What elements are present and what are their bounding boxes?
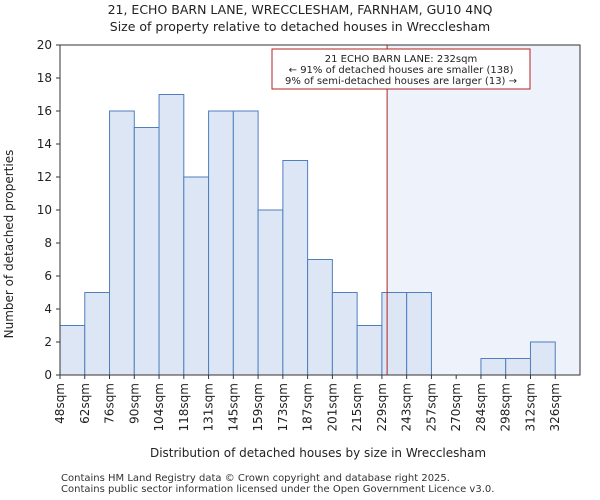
x-tick-label: 312sqm bbox=[523, 383, 537, 431]
x-tick-label: 229sqm bbox=[375, 383, 389, 431]
x-tick-label: 326sqm bbox=[548, 383, 562, 431]
histogram-bar bbox=[84, 292, 111, 376]
x-tick-label: 118sqm bbox=[177, 383, 191, 431]
x-tick-label: 159sqm bbox=[251, 383, 265, 431]
annotation-box: 21 ECHO BARN LANE: 232sqm ← 91% of detac… bbox=[271, 48, 531, 90]
y-tick-label: 14 bbox=[37, 137, 52, 151]
x-tick-label: 131sqm bbox=[202, 383, 216, 431]
histogram-bar bbox=[282, 160, 309, 376]
y-ticks-group: 0 2 4 6 8 10 12 14 16 18 20 bbox=[37, 38, 60, 382]
x-tick-label: 145sqm bbox=[226, 383, 240, 431]
x-tick-label: 187sqm bbox=[301, 383, 315, 431]
y-tick-label: 4 bbox=[44, 302, 52, 316]
x-axis-label: Distribution of detached houses by size … bbox=[150, 446, 486, 460]
annotation-frame bbox=[271, 48, 531, 90]
y-tick-label: 6 bbox=[44, 269, 52, 283]
footer-copyright: Contains HM Land Registry data © Crown c… bbox=[61, 473, 450, 484]
x-tick-label: 90sqm bbox=[127, 383, 141, 424]
y-tick-label: 2 bbox=[44, 335, 52, 349]
histogram-bar bbox=[158, 94, 185, 376]
annotation-line-3: 9% of semi-detached houses are larger (1… bbox=[285, 76, 517, 87]
histogram-bar bbox=[59, 325, 86, 376]
histogram-bar bbox=[109, 110, 135, 376]
chart-title: 21, ECHO BARN LANE, WRECCLESHAM, FARNHAM… bbox=[107, 2, 493, 17]
x-ticks-group: 48sqm 62sqm 76sqm 90sqm 104sqm 118sqm 131sqm 14… bbox=[53, 375, 562, 431]
x-tick-label: 104sqm bbox=[152, 383, 166, 431]
histogram-bar bbox=[183, 176, 210, 376]
histogram-bar bbox=[381, 292, 408, 376]
y-tick-label: 20 bbox=[37, 38, 52, 52]
histogram-bar bbox=[257, 209, 284, 376]
y-tick-label: 0 bbox=[44, 368, 52, 382]
x-tick-label: 173sqm bbox=[276, 383, 290, 431]
histogram-bar bbox=[480, 358, 507, 376]
x-tick-label: 215sqm bbox=[350, 383, 364, 431]
y-tick-label: 12 bbox=[37, 170, 52, 184]
histogram-bar bbox=[208, 110, 234, 376]
x-tick-label: 257sqm bbox=[424, 383, 438, 431]
y-tick-label: 16 bbox=[37, 104, 52, 118]
y-tick-label: 10 bbox=[37, 203, 52, 217]
histogram-bar bbox=[331, 292, 358, 376]
annotation-line-2: ← 91% of detached houses are smaller (13… bbox=[289, 65, 514, 76]
x-tick-label: 298sqm bbox=[499, 383, 513, 431]
y-axis-label: Number of detached properties bbox=[2, 150, 16, 339]
histogram-bar bbox=[232, 110, 259, 376]
x-tick-label: 48sqm bbox=[53, 383, 67, 424]
annotation-line-1: 21 ECHO BARN LANE: 232sqm bbox=[325, 54, 477, 65]
x-tick-label: 270sqm bbox=[449, 383, 463, 431]
y-tick-label: 8 bbox=[44, 236, 52, 250]
histogram-bar bbox=[133, 127, 160, 376]
histogram-bar bbox=[406, 292, 432, 376]
histogram-bar bbox=[356, 325, 383, 376]
x-tick-label: 243sqm bbox=[400, 383, 414, 431]
x-tick-label: 62sqm bbox=[78, 383, 92, 424]
x-tick-label: 76sqm bbox=[103, 383, 117, 424]
footer-licence: Contains public sector information licen… bbox=[61, 484, 495, 495]
chart-subtitle: Size of property relative to detached ho… bbox=[109, 19, 491, 34]
histogram-bar bbox=[529, 341, 556, 376]
histogram-bar bbox=[307, 259, 333, 376]
x-tick-label: 201sqm bbox=[325, 383, 339, 431]
histogram-bar bbox=[505, 358, 531, 376]
x-tick-label: 284sqm bbox=[474, 383, 488, 431]
bars-group bbox=[59, 94, 556, 376]
y-tick-label: 18 bbox=[37, 71, 52, 85]
